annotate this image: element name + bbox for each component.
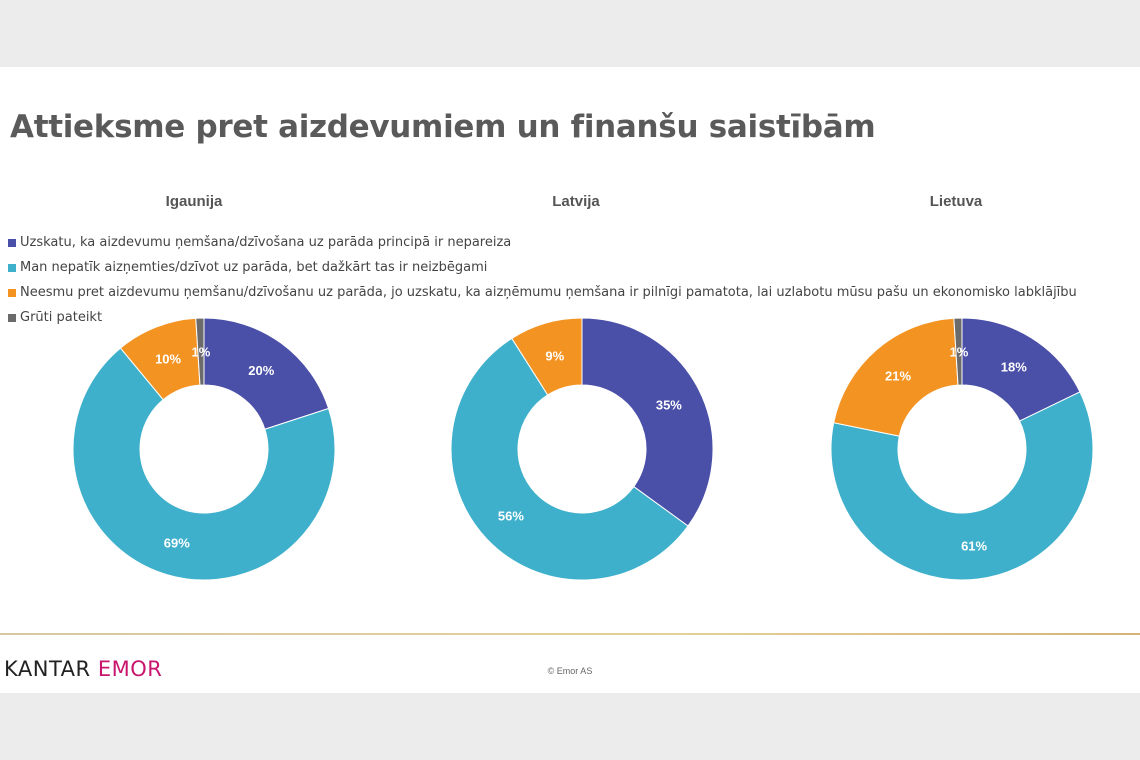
copyright: © Emor AS [547,666,593,676]
chart-title-lietuva: Lietuva [929,193,983,210]
data-label: 56% [498,509,524,524]
donut-slice [830,391,1094,581]
donut-slice [203,317,330,430]
legend-label: Neesmu pret aizdevumu ņemšanu/dzīvošanu … [20,285,1077,300]
data-label: 10% [155,351,181,366]
legend-swatch [8,313,16,322]
data-label: 9% [545,348,564,363]
legend-swatch [8,238,16,247]
kantar-emor-logo: KANTAR EMOR [4,657,162,681]
donut-chart-igaunija: 20% 69% 10% 1% [72,317,336,581]
chart-title-igaunija: Igaunija [165,193,223,210]
data-label: 61% [961,539,987,554]
legend-label: Man nepatīk aizņemties/dzīvot uz parāda,… [20,260,488,275]
donut-slice [450,337,689,581]
slide: Attieksme pret aizdevumiem un finanšu sa… [0,67,1140,693]
donut-chart-lietuva: 18% 61% 21% 1% [830,317,1094,581]
legend-swatch [8,288,16,297]
legend-label: Uzskatu, ka aizdevumu ņemšana/dzīvošana … [20,235,512,250]
donut-slice [72,347,336,581]
donut-slice [511,317,583,396]
legend-item: Neesmu pret aizdevumu ņemšanu/dzīvošanu … [8,280,1077,305]
data-label: 35% [656,398,682,413]
donut-slice [833,317,959,437]
donut-slice [581,317,714,527]
donut-slice [195,317,205,386]
logo-kantar: KANTAR [4,657,91,681]
data-label: 1% [950,345,969,360]
legend-item: Man nepatīk aizņemties/dzīvot uz parāda,… [8,255,1077,280]
donut-slice [961,317,1081,422]
data-label: 18% [1001,359,1027,374]
data-label: 20% [248,363,274,378]
logo-emor: EMOR [97,657,163,681]
footer-divider [0,633,1140,635]
legend-item: Grūti pateikt [8,305,1077,330]
legend-label: Grūti pateikt [20,310,103,325]
data-label: 21% [885,368,911,383]
legend-swatch [8,263,16,272]
donut-chart-latvija: 35% 56% 9% [450,317,714,581]
legend: Uzskatu, ka aizdevumu ņemšana/dzīvošana … [8,230,1077,330]
donut-slice [953,317,963,386]
data-label: 1% [192,345,211,360]
page-title: Attieksme pret aizdevumiem un finanšu sa… [10,109,876,145]
data-label: 69% [164,536,190,551]
chart-title-latvija: Latvija [552,193,600,210]
legend-item: Uzskatu, ka aizdevumu ņemšana/dzīvošana … [8,230,1077,255]
